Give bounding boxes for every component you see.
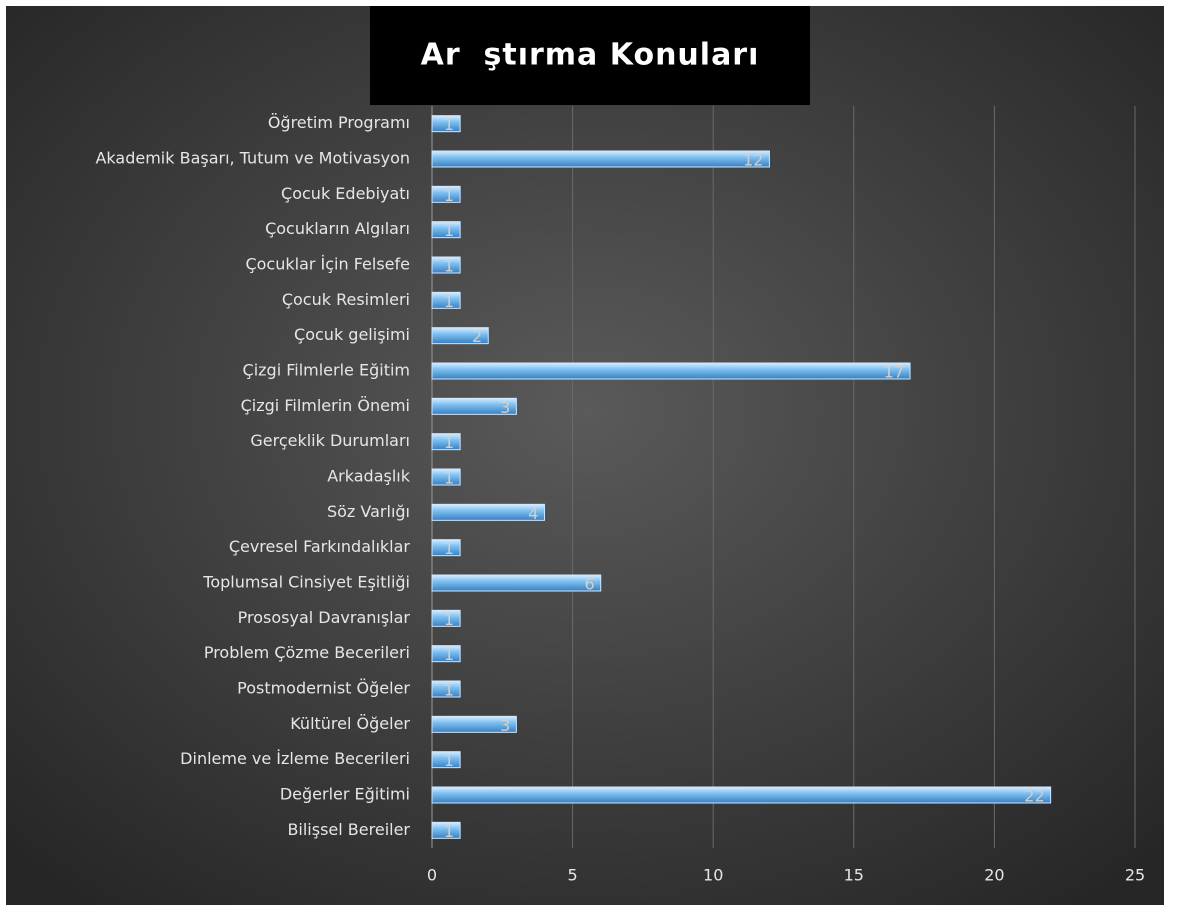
value-label: 1 [444,645,454,664]
bar [431,680,461,698]
value-label: 1 [444,610,454,629]
x-tick-label: 5 [568,866,578,885]
bar [431,115,461,133]
value-label: 1 [444,221,454,240]
value-label: 12 [743,151,763,170]
chart-title: Ar ştırma Konuları [421,38,760,73]
y-tick-label: Gerçeklik Durumları [250,431,410,450]
bar [431,645,461,663]
value-label: 3 [500,716,510,735]
y-tick-label: Problem Çözme Becerileri [204,643,410,662]
y-tick-label: Çocukların Algıları [265,219,410,238]
bar [431,185,461,203]
y-tick-label: Akademik Başarı, Tutum ve Motivasyon [95,149,410,168]
title-box [370,6,810,105]
bar [431,291,461,309]
value-label: 3 [500,398,510,417]
value-label: 1 [444,469,454,488]
bar [431,539,461,557]
y-tick-label: Prososyal Davranışlar [238,608,411,627]
value-label: 1 [444,539,454,558]
y-tick-label: Toplumsal Cinsiyet Eşitliği [202,573,410,592]
y-tick-label: Çizgi Filmlerin Önemi [241,396,410,415]
bar [431,433,461,451]
value-label: 1 [444,186,454,205]
y-tick-label: Çocuk Resimleri [282,290,410,309]
bar [431,715,517,733]
bar [431,503,545,521]
y-tick-label: Çocuk gelişimi [294,325,410,344]
x-tick-label: 0 [427,866,437,885]
bar [431,327,489,345]
bar [431,751,461,769]
x-tick-label: 10 [703,866,723,885]
x-tick-label: 20 [984,866,1004,885]
y-tick-label: Söz Varlığı [327,502,410,521]
y-tick-label: Değerler Eğitimi [280,785,410,804]
x-tick-label: 15 [844,866,864,885]
y-tick-label: Çevresel Farkındalıklar [229,537,411,556]
value-label: 1 [444,433,454,452]
y-tick-label: Postmodernist Öğeler [237,679,410,698]
bar [431,256,461,274]
value-label: 4 [528,504,538,523]
y-tick-label: Çocuklar İçin Felsefe [245,255,410,274]
value-label: 1 [444,257,454,276]
bar [431,609,461,627]
value-label: 1 [444,292,454,311]
value-label: 17 [884,363,904,382]
y-tick-label: Çizgi Filmlerle Eğitim [243,361,410,380]
value-label: 1 [444,751,454,770]
value-label: 22 [1024,787,1044,806]
y-tick-label: Dinleme ve İzleme Becerileri [180,749,410,768]
bar [431,150,770,168]
bar [431,221,461,239]
value-label: 1 [444,681,454,700]
bar [431,574,602,592]
bar [431,468,461,486]
y-tick-label: Çocuk Edebiyatı [281,184,410,203]
y-tick-label: Öğretim Programı [268,113,410,132]
value-label: 1 [444,822,454,841]
value-label: 2 [472,327,482,346]
bar [431,397,517,415]
y-tick-label: Arkadaşlık [327,467,411,486]
y-tick-label: Bilişsel Bereiler [287,820,410,839]
x-tick-label: 25 [1125,866,1145,885]
bar [431,786,1052,804]
background [6,6,1164,905]
bar [431,362,911,380]
bar [431,821,461,839]
value-label: 1 [444,115,454,134]
value-label: 6 [585,575,595,594]
y-tick-label: Kültürel Öğeler [290,714,410,733]
